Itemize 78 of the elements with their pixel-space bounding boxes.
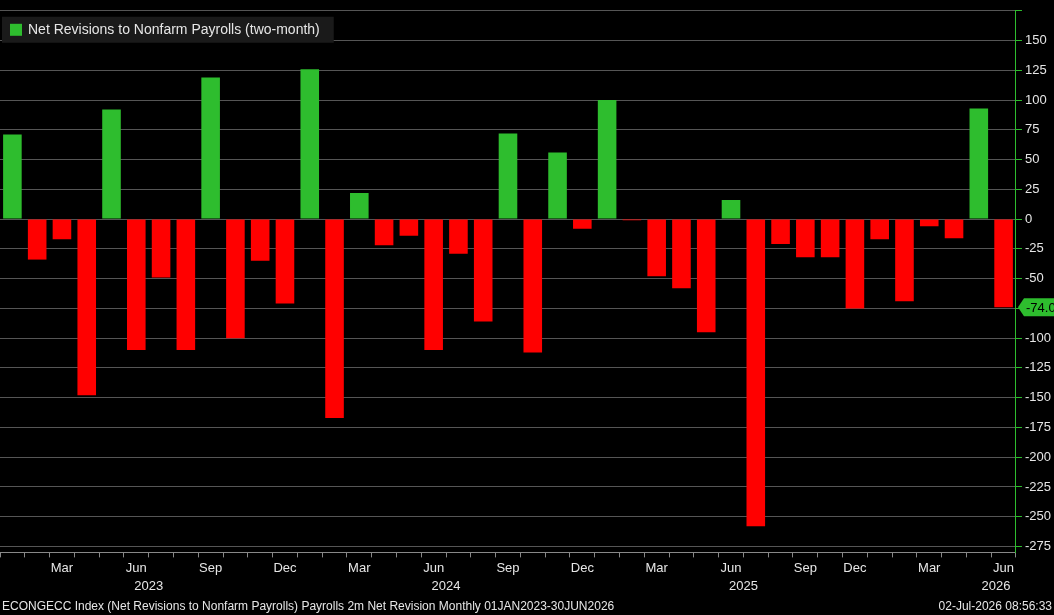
y-tick-label: 150 (1024, 32, 1047, 48)
bar (969, 108, 989, 219)
text: 2023 (134, 577, 164, 593)
y-tick-label: -25 (1024, 240, 1044, 256)
x-tick-label: Mar (645, 559, 669, 575)
bar (176, 219, 196, 351)
bar (548, 152, 567, 219)
y-tick-label: 125 (1024, 61, 1047, 77)
bar (771, 219, 790, 245)
bar (573, 219, 592, 229)
x-tick-label: Sep (496, 559, 520, 575)
bar (994, 219, 1013, 308)
y-tick-label: 0 (1024, 210, 1033, 226)
x-tick-label: Mar (918, 559, 942, 575)
text: 2026 (981, 577, 1011, 593)
y-tick-label: -200 (1024, 448, 1052, 464)
bar (151, 219, 171, 278)
x-tick-label: Sep (199, 559, 223, 575)
bar (944, 219, 964, 239)
x-tick-label: Dec (570, 559, 595, 575)
y-tick-label: 25 (1024, 180, 1040, 196)
bar (226, 219, 245, 339)
y-tick-label: 75 (1024, 121, 1040, 137)
bar (647, 219, 666, 277)
bar (523, 219, 543, 353)
bar (597, 100, 617, 219)
bar (52, 219, 72, 240)
bar (275, 219, 295, 304)
bar (796, 219, 815, 258)
bar (127, 219, 146, 351)
x-tick-label: Mar (50, 559, 74, 575)
bar (919, 219, 939, 227)
y-tick-label: -50 (1024, 270, 1044, 286)
text: ECONGECC Index (Net Revisions to Nonfarm Payrolls) Payrolls 2m Net Revision Monthly 01JAN2023-30JUN2026 (2, 599, 615, 614)
bar (746, 219, 766, 527)
bar (696, 219, 716, 333)
bar (300, 69, 320, 219)
y-tick-label: -150 (1024, 389, 1052, 405)
bar (498, 133, 518, 219)
bar (399, 219, 419, 236)
bar (895, 219, 914, 302)
y-tick-label: -250 (1024, 508, 1052, 524)
bar (374, 219, 394, 246)
bar (325, 219, 344, 418)
x-tick-label: Dec (273, 559, 298, 575)
bar (449, 219, 468, 254)
y-tick-label: -275 (1024, 538, 1052, 554)
x-tick-label: Dec (843, 559, 867, 575)
bar (201, 77, 220, 219)
x-tick-label: Jun (125, 559, 147, 575)
x-tick-label: Jun (720, 559, 742, 575)
x-tick-label: Jun (993, 559, 1015, 575)
x-tick-label: Mar (348, 559, 372, 575)
bar (672, 219, 691, 289)
x-tick-label: Jun (423, 559, 445, 575)
x-tick-label: Sep (793, 559, 817, 575)
bar (473, 219, 493, 322)
y-tick-label: -125 (1024, 359, 1052, 375)
bar (77, 219, 97, 396)
y-tick-label: -175 (1024, 418, 1052, 434)
y-tick-label: 50 (1024, 151, 1040, 167)
bar (3, 134, 22, 219)
bar (27, 219, 47, 260)
bar (870, 219, 889, 240)
text: 2024 (431, 577, 461, 593)
y-tick-label: 100 (1024, 91, 1047, 107)
bar (424, 219, 443, 351)
y-tick-label: -100 (1024, 329, 1052, 345)
text: 2025 (728, 577, 758, 593)
bar (350, 192, 369, 219)
y-tick-label: -225 (1024, 478, 1052, 494)
bar (845, 219, 865, 309)
bar (820, 219, 840, 258)
bar (102, 109, 121, 219)
bar (721, 200, 741, 219)
bar (250, 219, 270, 261)
legend-label: Net Revisions to Nonfarm Payrolls (two-month) (28, 20, 320, 37)
text: 02-Jul-2026 08:56:33 (938, 599, 1053, 614)
